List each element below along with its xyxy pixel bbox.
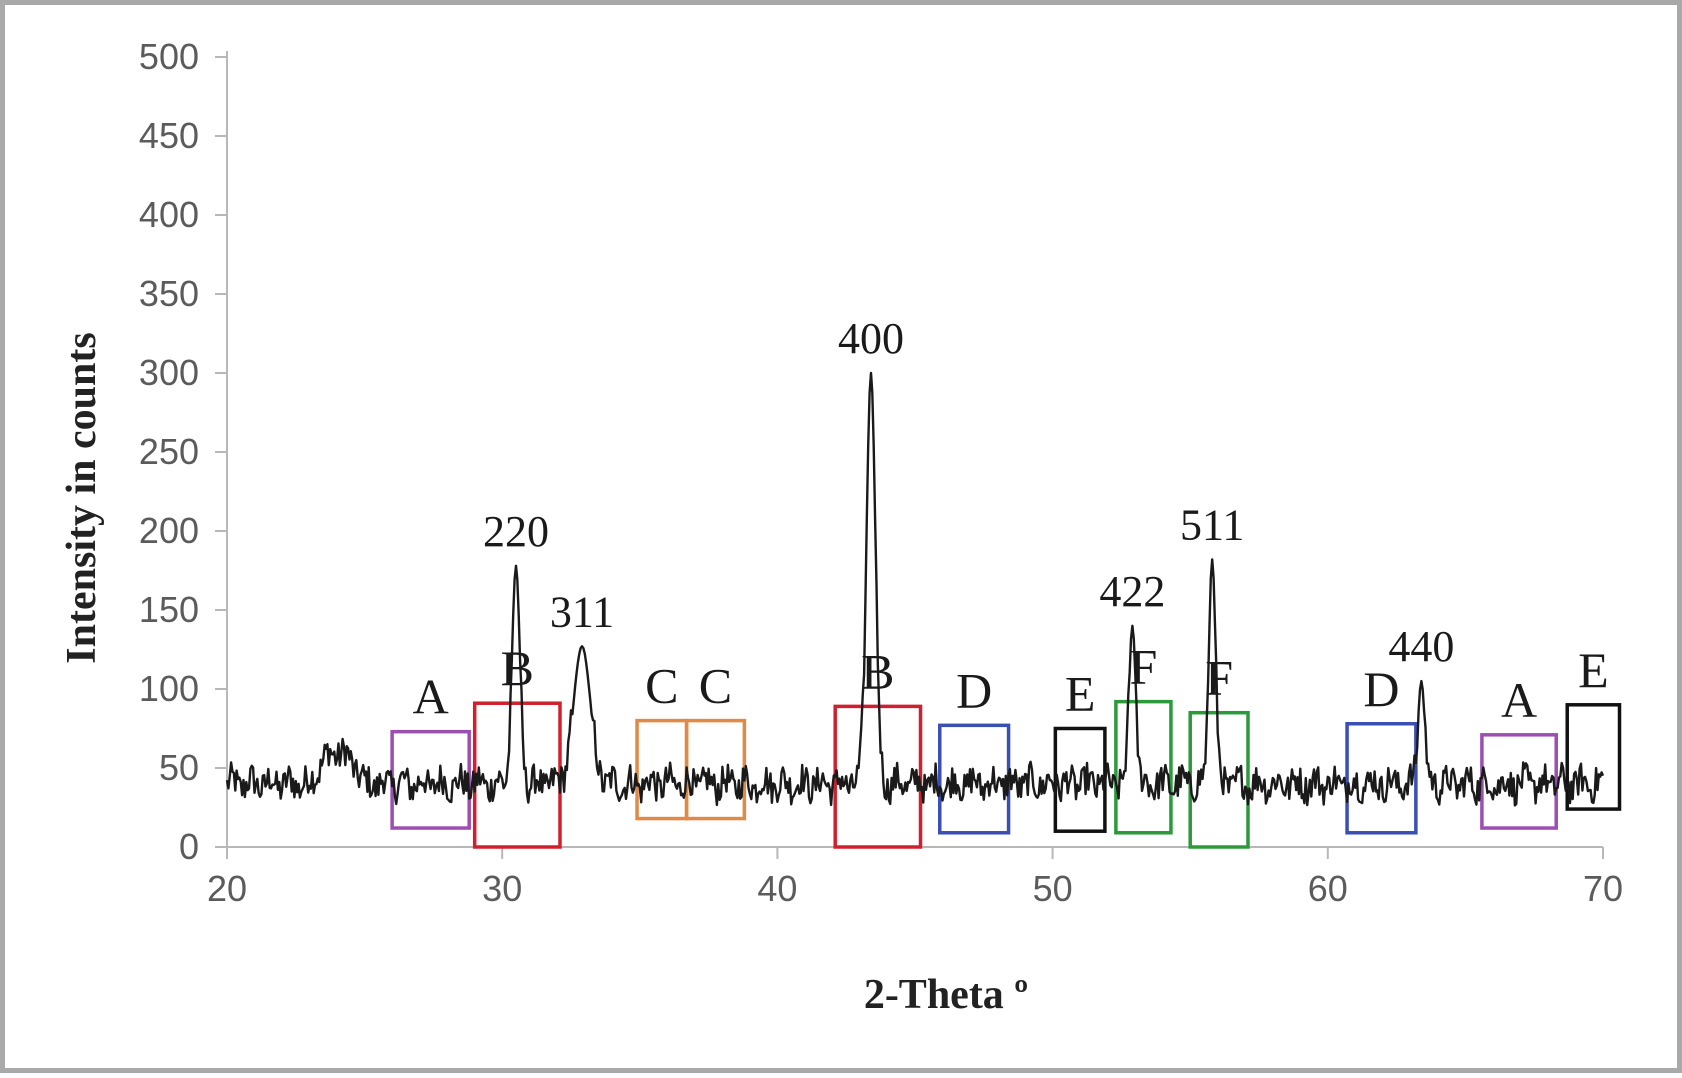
region-label-f: F (1205, 650, 1233, 706)
peak-label-400: 400 (838, 314, 904, 363)
region-label-d: D (956, 662, 992, 718)
y-tick-label: 0 (179, 826, 199, 867)
y-tick-label: 450 (139, 115, 199, 156)
peak-label-422: 422 (1099, 567, 1165, 616)
peak-label-220: 220 (483, 507, 549, 556)
region-box-c (684, 718, 747, 821)
y-tick-label: 500 (139, 36, 199, 77)
region-label-c: C (699, 658, 732, 714)
y-axis-title: Intensity in counts (59, 332, 105, 663)
axes: 0 50 100 150 200 250 300 350 400 450 500 20 30 40 50 60… (139, 36, 1623, 909)
region-label-a: A (1501, 672, 1537, 728)
region-label-a: A (413, 669, 449, 725)
region-box-c (635, 718, 689, 821)
region-box-b (833, 704, 923, 849)
y-tick-label: 250 (139, 431, 199, 472)
region-label-e: E (1578, 642, 1609, 698)
region-label-b: B (501, 640, 534, 696)
x-tick-label: 40 (757, 868, 797, 909)
region-label-c: C (645, 658, 678, 714)
y-tick-label: 100 (139, 668, 199, 709)
x-tick-label: 20 (207, 868, 247, 909)
x-tick-label: 70 (1583, 868, 1623, 909)
diffraction-trace (225, 371, 1605, 807)
region-box-a (1480, 733, 1558, 830)
region-label-d: D (1363, 661, 1399, 717)
peak-label-311: 311 (550, 587, 614, 636)
y-tick-label: 50 (159, 747, 199, 788)
region-label-e: E (1065, 666, 1096, 722)
region-box-a (390, 729, 471, 830)
region-labels: AB C C B D E F F D AE (413, 639, 1609, 728)
peak-label-511: 511 (1180, 500, 1244, 549)
x-tick-label: 50 (1033, 868, 1073, 909)
y-tick-label: 300 (139, 352, 199, 393)
region-box-f (1114, 699, 1173, 835)
region-box-d (1345, 722, 1418, 835)
peak-label-440: 440 (1388, 622, 1454, 671)
x-tick-label: 60 (1308, 868, 1348, 909)
y-tick-label: 150 (139, 589, 199, 630)
y-tick-label: 200 (139, 510, 199, 551)
region-label-f: F (1130, 639, 1158, 695)
x-axis-title: 2-Theta º (864, 972, 1028, 1018)
x-tick-label: 30 (482, 868, 522, 909)
y-tick-label: 350 (139, 273, 199, 314)
xrd-chart: 0 50 100 150 200 250 300 350 400 450 500 20 30 40 50 60… (59, 36, 1623, 1018)
region-label-b: B (861, 643, 894, 699)
region-box-e (1565, 703, 1622, 811)
y-tick-label: 400 (139, 194, 199, 235)
